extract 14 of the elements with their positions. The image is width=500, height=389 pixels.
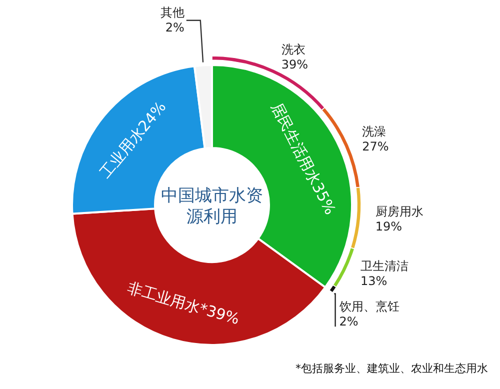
- category-label: 饮用、烹饪: [338, 300, 400, 314]
- category-label: 洗澡: [362, 124, 386, 138]
- data-label: 2%: [339, 314, 358, 329]
- text: *包括服务业、建筑业、农业和生态用水: [296, 362, 488, 375]
- data-label: 19%: [375, 219, 402, 234]
- text: 中国城市水资源利用: [161, 186, 263, 227]
- data-label: 2%: [165, 20, 184, 34]
- data-label: 27%: [362, 139, 389, 154]
- slice-label: 其他: [160, 5, 184, 20]
- data-label: 39%: [281, 58, 308, 72]
- category-label: 厨房用水: [375, 204, 424, 218]
- category-label: 洗衣: [281, 42, 306, 57]
- category-label: 卫生清洁: [360, 259, 408, 274]
- data-label: 13%: [360, 274, 388, 288]
